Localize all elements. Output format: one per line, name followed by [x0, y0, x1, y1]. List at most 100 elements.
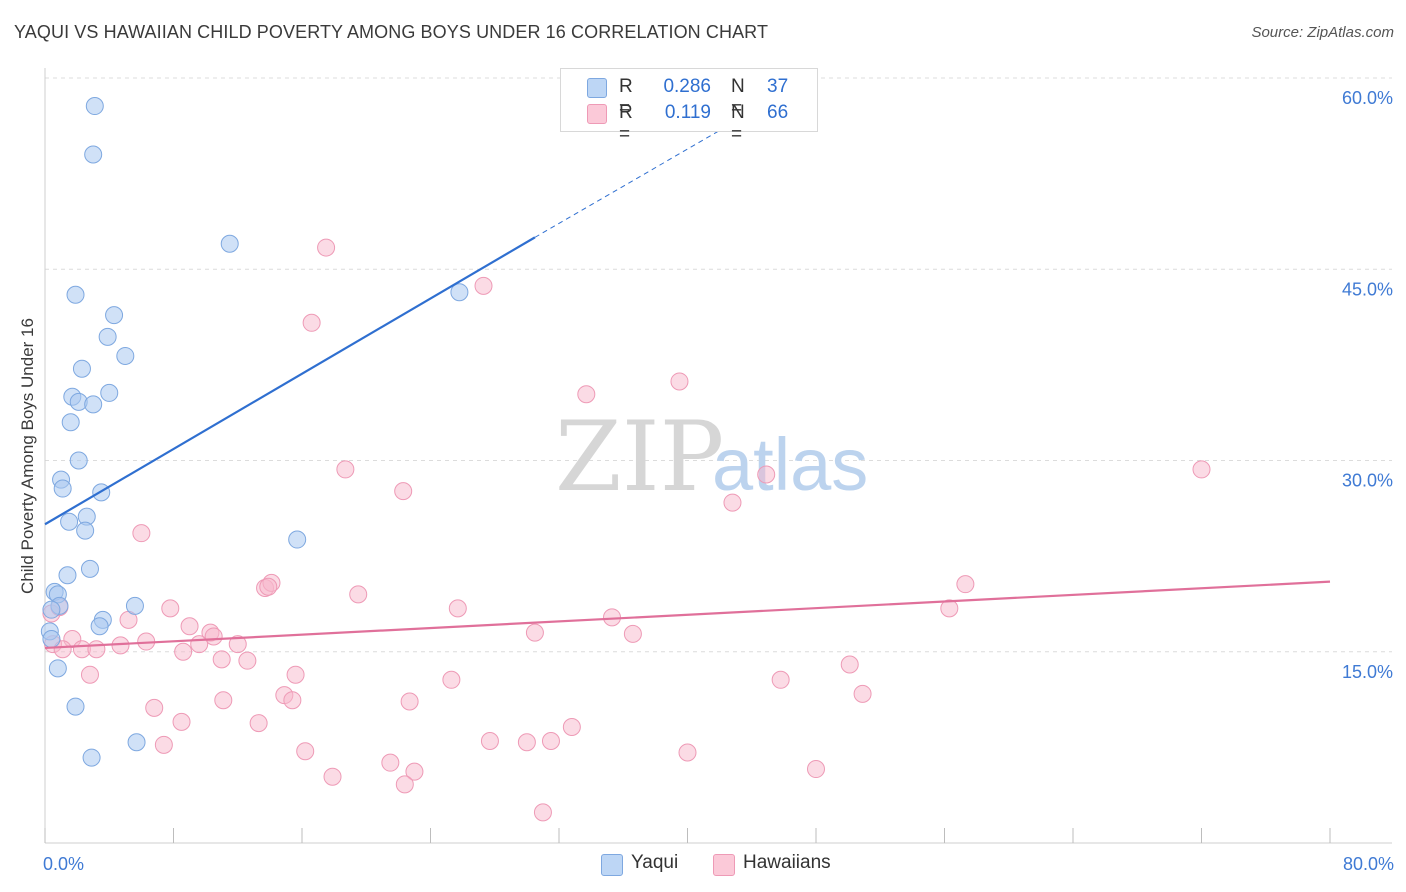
hawaiians-swatch — [713, 854, 735, 876]
y-tick-label: 30.0% — [1342, 471, 1393, 491]
hawaiians-point — [238, 651, 257, 670]
axis-layer — [44, 68, 1392, 844]
hawaiians-point — [956, 575, 975, 594]
yaqui-point — [450, 283, 469, 302]
hawaiians-point — [259, 577, 278, 596]
hawaiians-point — [286, 665, 305, 684]
hawaiians-point — [154, 735, 173, 754]
yaqui-point — [66, 697, 85, 716]
label-layer: 15.0% 30.0% 45.0% 60.0% 0.0% 80.0% Child Pover… — [18, 88, 1394, 874]
trend-layer — [44, 92, 1331, 650]
x-tick-label: 80.0% — [1343, 854, 1394, 874]
yaqui-point — [58, 566, 77, 585]
source-credit: Source: ZipAtlas.com — [1251, 24, 1394, 41]
hawaiians-point — [249, 714, 268, 733]
hawaiians-point — [577, 385, 596, 404]
hawaiians-point — [394, 482, 413, 501]
hawaiians-point — [480, 732, 499, 750]
hawaiians-point — [623, 624, 642, 643]
hawaiians-point — [323, 767, 342, 786]
legend-r-label: R = — [619, 76, 633, 119]
hawaiians-point — [190, 635, 209, 654]
watermark: ZIP atlas — [555, 401, 868, 513]
hawaiians-point — [302, 313, 321, 332]
x-tick-label: 0.0% — [43, 854, 84, 874]
hawaiians-point — [853, 684, 872, 703]
yaqui-point — [84, 395, 103, 414]
y-tick-label: 60.0% — [1342, 88, 1393, 108]
yaqui-swatch — [601, 854, 623, 876]
hawaiians-point — [174, 642, 193, 661]
hawaiians-point — [400, 692, 419, 711]
y-axis-title: Child Poverty Among Boys Under 16 — [18, 318, 37, 594]
hawaiians-point — [395, 775, 414, 794]
y-tick-label: 45.0% — [1342, 279, 1393, 299]
hawaiians-point — [771, 670, 790, 689]
yaqui-point — [105, 306, 124, 325]
yaqui-point — [84, 145, 103, 164]
hawaiians-point — [80, 665, 99, 684]
yaqui-point — [125, 596, 144, 615]
legend-r-value: 0.119 — [664, 102, 711, 123]
hawaiians-trend-line — [44, 580, 1331, 650]
hawaiians-point — [525, 623, 544, 642]
hawaiians-point — [381, 753, 400, 772]
hawaiians-point — [204, 627, 223, 646]
yaqui-trend-extension — [534, 92, 785, 238]
hawaiians-point — [474, 276, 493, 295]
yaqui-point — [116, 346, 135, 365]
hawaiians-point — [541, 732, 560, 750]
yaqui-point — [100, 383, 119, 402]
legend-n-label: N = — [731, 76, 745, 119]
yaqui-point — [98, 327, 117, 346]
hawaiians-point — [840, 655, 859, 674]
yaqui-point — [61, 413, 80, 432]
yaqui-point — [53, 479, 72, 498]
hawaiians-point — [53, 640, 72, 659]
yaqui-point — [220, 234, 239, 253]
hawaiians-point — [145, 698, 164, 717]
yaqui-point — [80, 559, 99, 578]
hawaiians-point — [442, 670, 461, 689]
hawaiians-point — [517, 733, 536, 752]
hawaiians-point — [405, 762, 424, 781]
yaqui-point — [76, 521, 95, 540]
legend-r-label: R = — [619, 102, 633, 145]
yaqui-swatch — [587, 78, 607, 98]
hawaiians-point — [807, 760, 825, 779]
legend-n-value: 66 — [767, 102, 789, 123]
yaqui-point — [85, 97, 104, 116]
hawaiians-point — [283, 691, 302, 710]
hawaiians-point — [670, 372, 689, 391]
bottom-legend-yaqui-label: Yaqui — [631, 852, 679, 873]
hawaiians-point — [317, 238, 336, 257]
hawaiians-point — [212, 650, 231, 669]
hawaiians-point — [87, 640, 106, 659]
hawaiians-point — [349, 585, 368, 604]
hawaiians-point — [757, 465, 776, 484]
hawaiians-point — [533, 803, 552, 822]
bottom-legend-hawaiians-label: Hawaiians — [743, 852, 831, 873]
chart-title: YAQUI VS HAWAIIAN CHILD POVERTY AMONG BO… — [14, 22, 769, 42]
hawaiians-point — [940, 599, 959, 618]
yaqui-point — [42, 600, 61, 619]
yaqui-point — [60, 512, 79, 531]
grid-layer — [45, 77, 1392, 653]
hawaiians-point — [296, 742, 315, 761]
hawaiians-point — [214, 691, 233, 710]
yaqui-point — [288, 530, 307, 549]
yaqui-point — [127, 733, 146, 752]
yaqui-point — [48, 659, 67, 678]
hawaiians-point — [132, 524, 151, 543]
legend-n-label: N = — [731, 102, 745, 145]
hawaiians-point — [678, 743, 697, 762]
hawaiians-point — [562, 717, 581, 736]
correlation-legend: R = 0.286 N = 37 R = 0.119 N = 66 — [560, 68, 818, 145]
hawaiians-point — [1192, 460, 1211, 479]
yaqui-point — [72, 359, 91, 378]
hawaiians-point — [180, 617, 199, 636]
yaqui-point — [66, 285, 85, 304]
yaqui-point — [90, 617, 109, 636]
watermark-atlas: atlas — [712, 423, 868, 506]
